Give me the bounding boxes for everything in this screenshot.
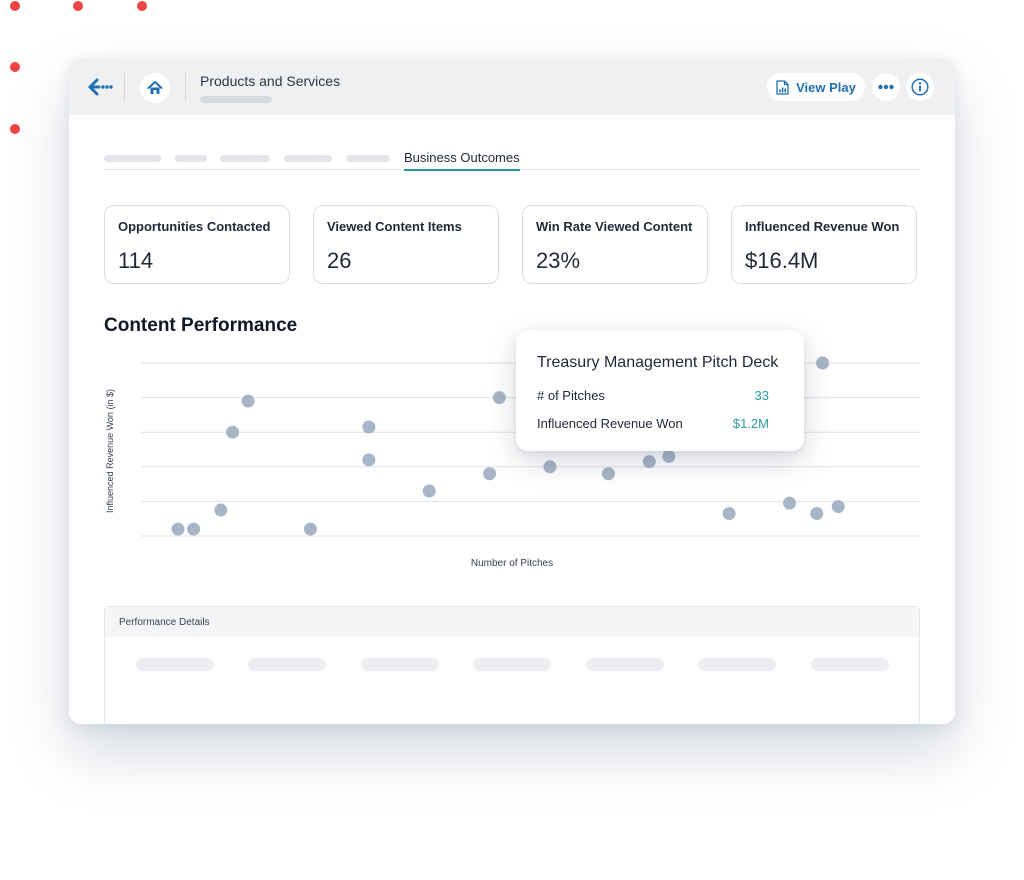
details-title: Performance Details <box>119 617 210 628</box>
metric-label: Influenced Revenue Won <box>745 219 900 234</box>
home-button[interactable] <box>140 73 170 103</box>
metric-value: 114 <box>118 248 154 273</box>
scatter-point[interactable] <box>362 453 376 467</box>
x-axis-label: Number of Pitches <box>470 558 554 569</box>
page-title: Products and Services <box>200 73 341 89</box>
performance-details-panel: Performance Details <box>104 606 920 724</box>
tooltip-title: Treasury Management Pitch Deck <box>537 354 779 371</box>
scatter-point[interactable] <box>810 507 824 521</box>
scatter-point[interactable] <box>241 394 255 408</box>
document-chart-icon <box>776 79 789 95</box>
info-icon <box>911 78 929 96</box>
table-cell-placeholder <box>586 658 664 671</box>
scatter-point[interactable] <box>214 503 228 517</box>
scatter-point[interactable] <box>492 391 506 405</box>
tab-placeholder[interactable] <box>220 155 270 162</box>
scatter-chart <box>141 356 920 537</box>
breadcrumb-placeholder <box>200 96 272 103</box>
details-header: Performance Details <box>105 607 919 637</box>
view-play-button[interactable]: View Play <box>767 73 865 101</box>
table-cell-placeholder <box>811 658 889 671</box>
decor-dot <box>10 62 20 72</box>
scatter-point[interactable] <box>483 467 497 481</box>
scatter-point[interactable] <box>422 484 436 498</box>
y-axis-label: Influenced Revenue Won (in $) <box>105 389 115 513</box>
back-button[interactable] <box>87 75 113 99</box>
table-cell-placeholder <box>361 658 439 671</box>
metric-card: Influenced Revenue Won $16.4M <box>731 205 917 284</box>
more-button[interactable] <box>872 73 900 101</box>
tooltip-row: Influenced Revenue Won $1.2M <box>537 416 769 431</box>
scatter-point[interactable] <box>362 420 376 434</box>
info-button[interactable] <box>906 73 934 101</box>
more-dots-icon <box>878 84 894 90</box>
scatter-point[interactable] <box>816 356 830 370</box>
decor-dot <box>137 1 147 11</box>
scatter-point[interactable] <box>831 500 845 514</box>
scatter-point[interactable] <box>303 522 317 536</box>
scatter-point[interactable] <box>662 449 676 463</box>
metric-value: 26 <box>327 248 352 273</box>
tooltip-row-label: Influenced Revenue Won <box>537 416 683 431</box>
top-bar: Products and Services View Play <box>69 59 955 115</box>
scatter-point[interactable] <box>783 496 797 510</box>
chart-tooltip: Treasury Management Pitch Deck # of Pitc… <box>516 330 804 451</box>
scatter-point[interactable] <box>187 522 201 536</box>
decor-dot <box>10 124 20 134</box>
home-icon <box>147 81 163 94</box>
table-cell-placeholder <box>136 658 214 671</box>
tab-business-outcomes[interactable]: Business Outcomes <box>404 150 520 171</box>
scatter-point[interactable] <box>601 467 615 481</box>
scatter-point[interactable] <box>722 507 736 521</box>
table-cell-placeholder <box>248 658 326 671</box>
decor-dot <box>10 1 20 11</box>
tooltip-row: # of Pitches 33 <box>537 388 769 403</box>
table-cell-placeholder <box>473 658 551 671</box>
tab-placeholder[interactable] <box>346 155 390 162</box>
table-cell-placeholder <box>698 658 776 671</box>
metric-label: Win Rate Viewed Content <box>536 219 693 234</box>
tooltip-row-value: $1.2M <box>732 416 769 431</box>
scatter-point[interactable] <box>171 522 185 536</box>
view-play-label: View Play <box>796 79 856 95</box>
metric-value: $16.4M <box>745 248 819 273</box>
metric-label: Viewed Content Items <box>327 219 462 234</box>
tooltip-row-label: # of Pitches <box>537 388 605 403</box>
back-arrow-icon <box>88 78 113 96</box>
divider <box>124 73 125 101</box>
tooltip-row-value: 33 <box>754 388 769 403</box>
metric-label: Opportunities Contacted <box>118 219 271 234</box>
scatter-point[interactable] <box>642 455 656 469</box>
metric-card: Opportunities Contacted 114 <box>104 205 290 284</box>
tab-placeholder[interactable] <box>284 155 332 162</box>
section-title: Content Performance <box>104 315 298 336</box>
scatter-point[interactable] <box>543 460 557 474</box>
tab-placeholder[interactable] <box>104 155 161 162</box>
tab-placeholder[interactable] <box>175 155 207 162</box>
decor-dot <box>73 1 83 11</box>
metric-value: 23% <box>536 248 581 273</box>
app-window: Products and Services View Play <box>69 59 955 724</box>
metric-card: Win Rate Viewed Content 23% <box>522 205 708 284</box>
divider <box>185 73 186 101</box>
scatter-point[interactable] <box>226 425 240 439</box>
metric-card: Viewed Content Items 26 <box>313 205 499 284</box>
